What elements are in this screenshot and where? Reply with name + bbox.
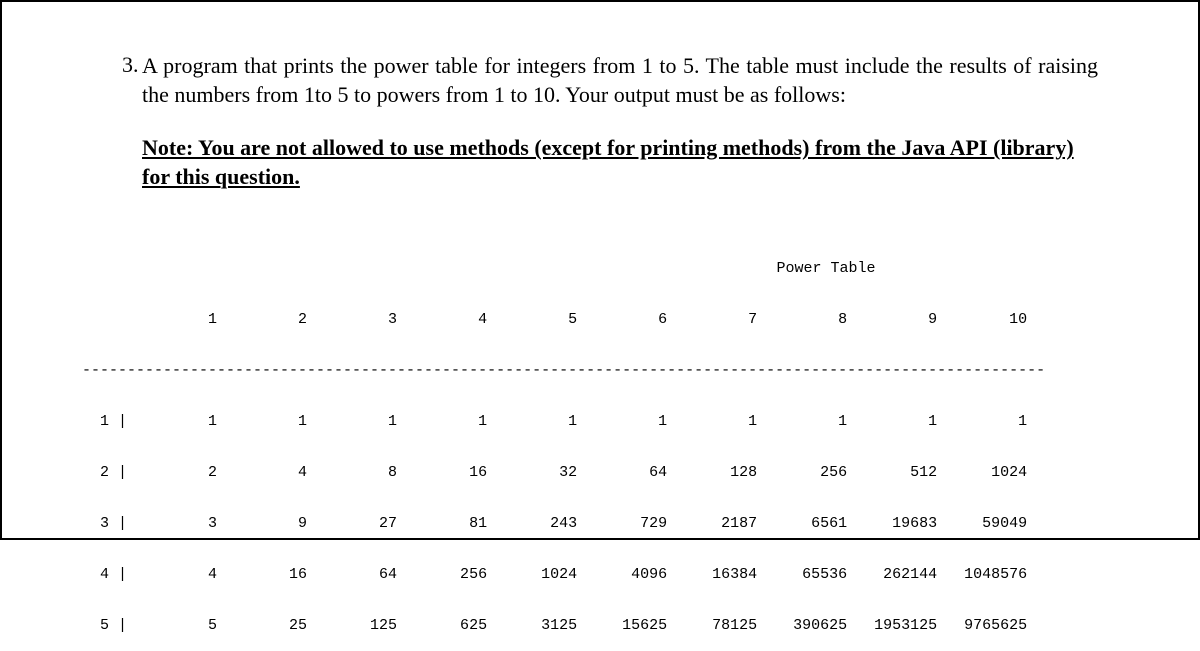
- table-header-row: 1 2 3 4 5 6 7 8 9 10: [82, 311, 1118, 328]
- table-row: 2 | 2 4 8 16 32 64 128 256 512 1024: [82, 464, 1118, 481]
- table-row: 1 | 1 1 1 1 1 1 1 1 1 1: [82, 413, 1118, 430]
- table-row: 5 | 5 25 125 625 3125 15625 78125 390625…: [82, 617, 1118, 634]
- question-number: 3.: [122, 52, 139, 78]
- table-divider: ----------------------------------------…: [82, 362, 1118, 379]
- note-text: Note: You are not allowed to use methods…: [142, 134, 1098, 191]
- table-row: 3 | 3 9 27 81 243 729 2187 6561 19683 59…: [82, 515, 1118, 532]
- question-text: A program that prints the power table fo…: [142, 52, 1098, 109]
- power-table-output: Power Table 1 2 3 4 5 6 7 8 9 10 -------…: [62, 226, 1138, 651]
- table-title: Power Table: [102, 260, 1118, 277]
- question-block: 3. A program that prints the power table…: [62, 52, 1138, 109]
- note-block: Note: You are not allowed to use methods…: [62, 134, 1138, 191]
- table-row: 4 | 4 16 64 256 1024 4096 16384 65536 26…: [82, 566, 1118, 583]
